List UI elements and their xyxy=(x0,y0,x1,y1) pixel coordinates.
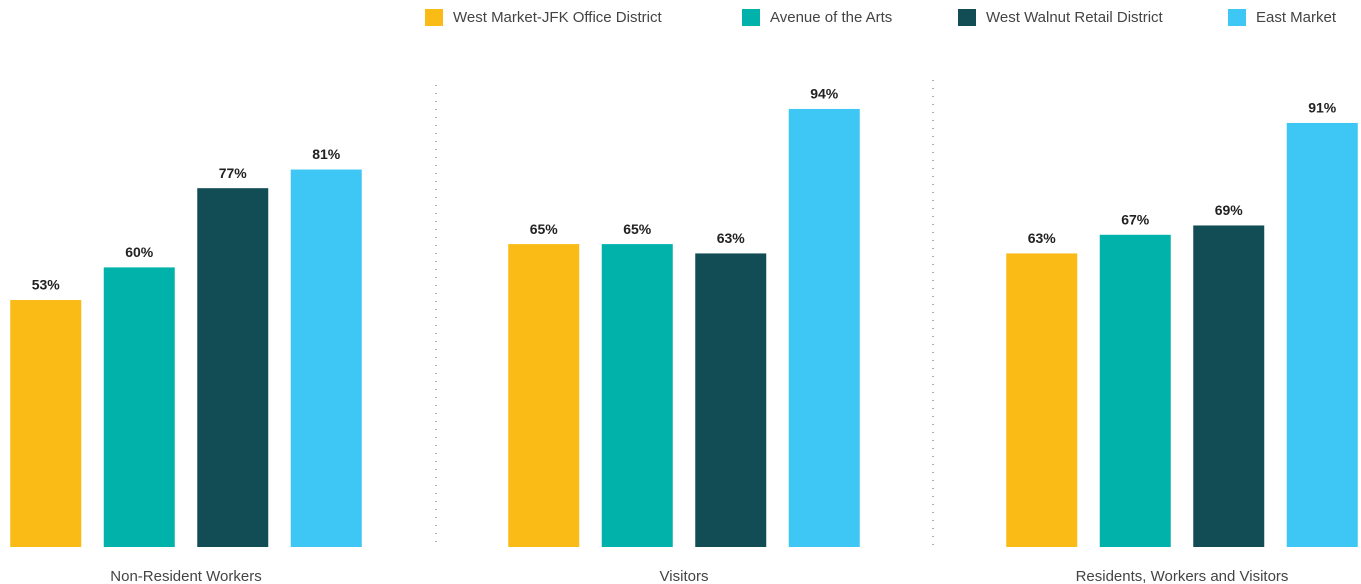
value-label: 77% xyxy=(219,165,248,181)
value-label: 94% xyxy=(810,86,839,102)
value-label: 63% xyxy=(717,230,746,246)
value-label: 53% xyxy=(32,277,61,293)
value-label: 69% xyxy=(1215,202,1244,218)
legend-swatch xyxy=(958,9,976,26)
bar xyxy=(1193,225,1265,547)
x-tick-label: Visitors xyxy=(660,568,709,584)
value-label: 67% xyxy=(1121,211,1150,227)
bar xyxy=(695,253,767,548)
legend-label: West Market-JFK Office District xyxy=(453,9,662,26)
x-tick-label: Non-Resident Workers xyxy=(110,568,261,584)
x-tick-label: Residents, Workers and Visitors xyxy=(1076,568,1289,584)
value-label: 91% xyxy=(1308,100,1337,116)
legend-label: Avenue of the Arts xyxy=(770,9,892,26)
value-label: 81% xyxy=(312,146,341,162)
legend-label: West Walnut Retail District xyxy=(986,9,1164,26)
value-label: 65% xyxy=(623,221,652,237)
bar xyxy=(1099,234,1171,547)
bar xyxy=(197,188,269,547)
legend-label: East Market xyxy=(1256,9,1337,26)
bar xyxy=(788,108,860,548)
legend-swatch xyxy=(1228,9,1246,26)
bar xyxy=(601,244,673,547)
bar xyxy=(290,169,362,548)
bar xyxy=(1006,253,1078,548)
bar xyxy=(10,300,82,547)
value-label: 65% xyxy=(530,221,559,237)
legend-swatch xyxy=(742,9,760,26)
value-label: 60% xyxy=(125,244,154,260)
legend-swatch xyxy=(425,9,443,26)
value-label: 63% xyxy=(1028,230,1057,246)
bar xyxy=(508,244,580,547)
bar xyxy=(103,267,175,547)
bar xyxy=(1286,122,1358,547)
